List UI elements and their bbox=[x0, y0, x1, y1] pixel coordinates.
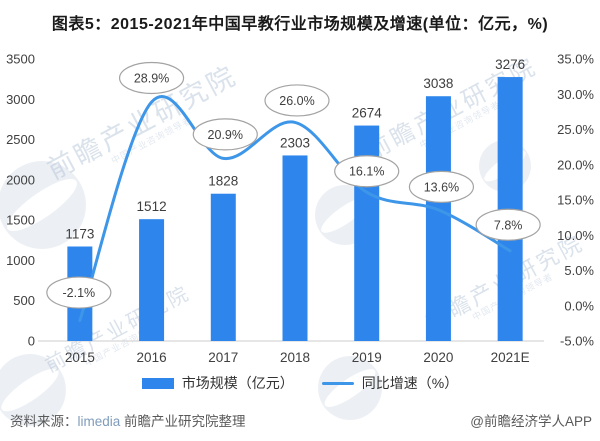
y-axis-tick-right-5.0%: 5.0% bbox=[564, 263, 594, 278]
callout-ellipse-2016 bbox=[118, 61, 185, 95]
y-axis-tick-left-2000: 2000 bbox=[6, 172, 35, 187]
chart-title: 图表5：2015-2021年中国早教行业市场规模及增速(单位：亿元，%) bbox=[51, 16, 549, 33]
source-note: 资料来源：limedia 前瞻产业研究院整理 bbox=[10, 410, 246, 430]
callout-ellipse-2015 bbox=[46, 276, 112, 309]
plot-area: 3500 3000 2500 2000 1500 1000 500 0 35.0% 30.0% 25… bbox=[6, 52, 594, 366]
y-axis-tick-left-500: 500 bbox=[13, 293, 35, 308]
bar-2017 bbox=[210, 193, 236, 341]
bar-value-2015: 1173 bbox=[65, 226, 94, 241]
x-axis-label-2021E: 2021E bbox=[491, 350, 530, 365]
line-swatch-icon bbox=[321, 381, 354, 385]
y-axis-tick-left-2500: 2500 bbox=[6, 132, 35, 147]
y-axis-tick-left-1000: 1000 bbox=[6, 253, 35, 268]
bar-2016 bbox=[139, 219, 165, 341]
x-axis-label-2017: 2017 bbox=[208, 350, 238, 365]
x-axis-label-2018: 2018 bbox=[280, 350, 310, 365]
callout-ellipse-2019 bbox=[334, 155, 400, 188]
bar-2018 bbox=[282, 155, 308, 341]
y-axis-tick-right-0.0%: 0.0% bbox=[564, 298, 594, 313]
x-axis-label-2015: 2015 bbox=[65, 350, 95, 365]
source-suffix: 前瞻产业研究院整理 bbox=[120, 414, 246, 429]
bar-2020 bbox=[425, 96, 451, 341]
y-axis-tick-right-20.0%: 20.0% bbox=[557, 157, 594, 172]
callout-ellipse-2018 bbox=[264, 84, 330, 117]
bar-value-2018: 2303 bbox=[280, 135, 310, 150]
bar-value-2021E: 3276 bbox=[495, 57, 525, 72]
callout-ellipse-2021E bbox=[475, 208, 541, 241]
y-axis-tick-right-10.0%: 10.0% bbox=[557, 228, 594, 243]
y-axis-tick-right-25.0%: 25.0% bbox=[557, 122, 594, 137]
y-axis-tick-left-0: 0 bbox=[28, 334, 35, 349]
bar-value-2019: 2674 bbox=[352, 106, 383, 121]
footer: 资料来源：limedia 前瞻产业研究院整理 @前瞻经济学人APP bbox=[10, 410, 592, 430]
x-axis-label-2016: 2016 bbox=[137, 350, 167, 365]
y-axis-tick-right-30.0%: 30.0% bbox=[557, 87, 594, 102]
x-axis-label-2020: 2020 bbox=[423, 350, 453, 365]
bar-value-2017: 1828 bbox=[208, 174, 238, 189]
bar-swatch-icon bbox=[141, 377, 174, 389]
y-axis-tick-right--5.0%: -5.0% bbox=[560, 334, 594, 349]
callout-label-2018: 26.0% bbox=[279, 94, 314, 108]
y-axis-tick-right-15.0%: 15.0% bbox=[557, 193, 594, 208]
legend-item-growth-rate: 同比增速（%） bbox=[321, 373, 459, 393]
callout-ellipse-2017 bbox=[192, 118, 258, 151]
y-axis-tick-left-3000: 3000 bbox=[6, 92, 35, 107]
y-axis-tick-left-1500: 1500 bbox=[6, 213, 35, 228]
callout-label-2019: 16.1% bbox=[349, 165, 384, 179]
source-name: limedia bbox=[77, 414, 121, 429]
callout-label-2016: 28.9% bbox=[134, 72, 169, 86]
y-axis-tick-right-35.0%: 35.0% bbox=[557, 52, 594, 67]
source-prefix: 资料来源： bbox=[10, 414, 78, 429]
callout-label-2021E: 7.8% bbox=[494, 218, 523, 232]
legend-label-market-size: 市场规模（亿元） bbox=[181, 375, 294, 391]
bar-value-2016: 1512 bbox=[137, 199, 167, 214]
legend-item-market-size: 市场规模（亿元） bbox=[141, 373, 294, 393]
credit: @前瞻经济学人APP bbox=[470, 414, 592, 429]
bar-value-2020: 3038 bbox=[423, 76, 453, 91]
callout-ellipse-2020 bbox=[408, 170, 475, 203]
growth-rate-line bbox=[78, 95, 512, 323]
callout-label-2017: 20.9% bbox=[208, 128, 243, 142]
y-axis-tick-left-3500: 3500 bbox=[6, 52, 35, 67]
callout-label-2020: 13.6% bbox=[424, 180, 459, 194]
legend: 市场规模（亿元） 同比增速（%） bbox=[0, 373, 600, 393]
callout-label-2015: -2.1% bbox=[63, 286, 96, 300]
x-axis-label-2019: 2019 bbox=[352, 350, 382, 365]
legend-label-growth-rate: 同比增速（%） bbox=[361, 375, 459, 391]
